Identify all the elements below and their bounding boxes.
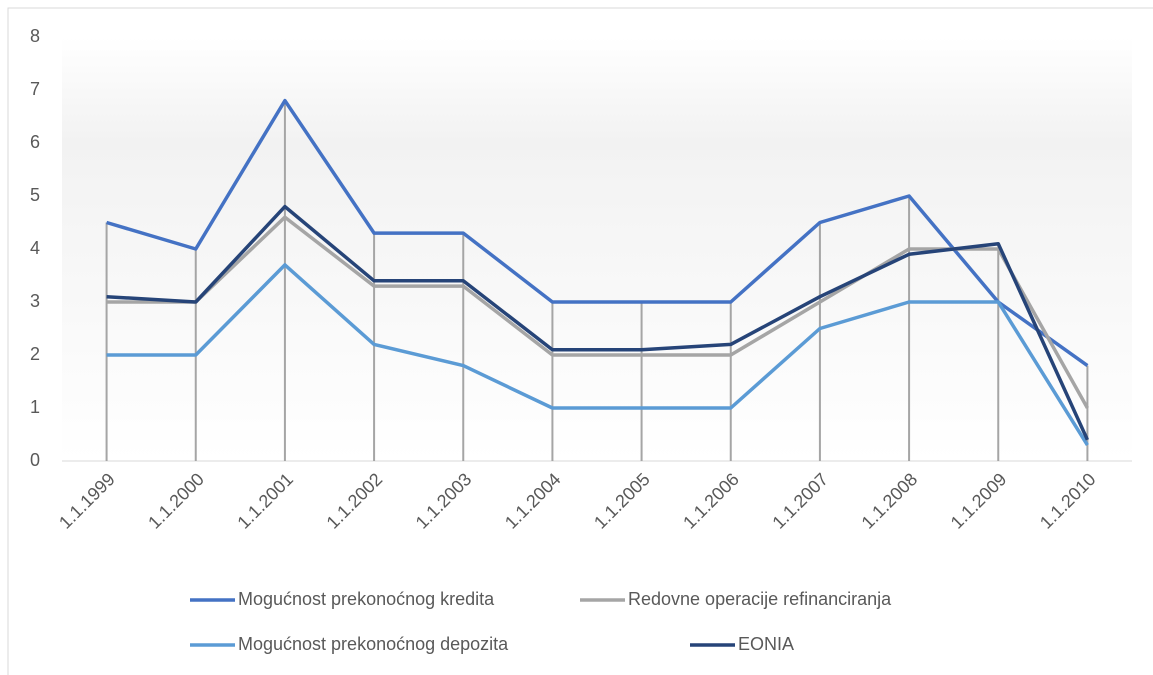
x-tick-label: 1.1.1999 — [55, 469, 119, 533]
legend-label: Redovne operacije refinanciranja — [628, 589, 892, 609]
x-tick-label: 1.1.2006 — [679, 469, 743, 533]
series-line — [106, 263, 1089, 447]
x-tick-label: 1.1.2004 — [501, 469, 565, 533]
y-tick-label: 0 — [30, 450, 40, 470]
legend-label: Mogućnost prekonoćnog kredita — [238, 589, 495, 609]
y-tick-label: 6 — [30, 132, 40, 152]
y-tick-label: 4 — [30, 238, 40, 258]
y-tick-label: 8 — [30, 26, 40, 46]
x-tick-label: 1.1.2001 — [233, 469, 297, 533]
series-line — [106, 98, 1089, 368]
x-tick-label: 1.1.2007 — [768, 469, 832, 533]
x-tick-label: 1.1.2010 — [1036, 469, 1100, 533]
y-tick-label: 3 — [30, 291, 40, 311]
y-tick-label: 7 — [30, 79, 40, 99]
legend-label: EONIA — [738, 634, 794, 654]
x-tick-label: 1.1.2002 — [323, 469, 387, 533]
x-tick-label: 1.1.2009 — [947, 469, 1011, 533]
y-tick-label: 1 — [30, 397, 40, 417]
y-tick-label: 5 — [30, 185, 40, 205]
chart-border — [7, 7, 1153, 675]
series-line — [106, 215, 1089, 409]
y-tick-label: 2 — [30, 344, 40, 364]
x-tick-label: 1.1.2000 — [144, 469, 208, 533]
x-tick-label: 1.1.2008 — [858, 469, 922, 533]
series-line — [106, 204, 1090, 441]
x-tick-label: 1.1.2003 — [412, 469, 476, 533]
x-tick-label: 1.1.2005 — [590, 469, 654, 533]
legend-label: Mogućnost prekonoćnog depozita — [238, 634, 509, 654]
